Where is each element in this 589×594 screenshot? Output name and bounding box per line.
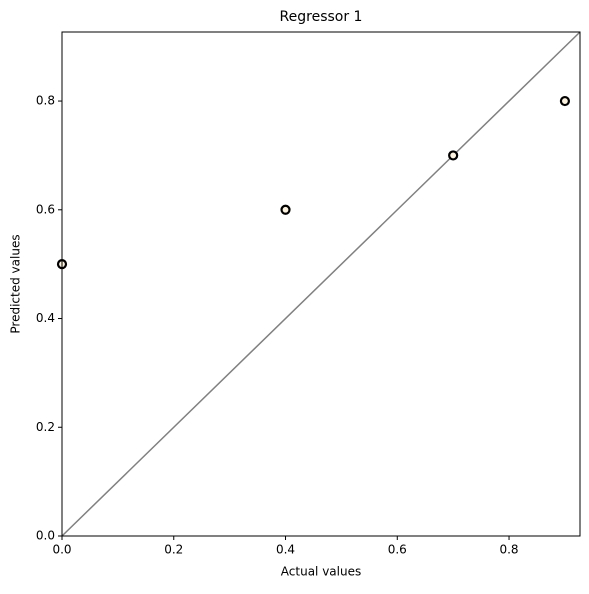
x-tick-label: 0.8 xyxy=(499,543,518,557)
y-tick-label: 0.6 xyxy=(36,202,55,216)
point xyxy=(448,150,459,161)
point xyxy=(559,95,571,107)
y-tick-label: 0.2 xyxy=(36,420,55,434)
y-tick-label: 0.4 xyxy=(36,311,55,325)
x-tick-label: 0.0 xyxy=(52,543,71,557)
point xyxy=(280,204,291,215)
identity-line xyxy=(61,31,581,537)
y-tick-label: 0.0 xyxy=(36,529,55,543)
x-axis-label: Actual values xyxy=(281,565,361,579)
chart-title: Regressor 1 xyxy=(280,9,363,25)
y-tick-label: 0.8 xyxy=(36,94,55,108)
x-tick-label: 0.4 xyxy=(276,543,295,557)
y-axis-label: Predicted values xyxy=(9,234,23,333)
plot-frame xyxy=(61,31,581,537)
x-tick-label: 0.2 xyxy=(164,543,183,557)
x-tick-label: 0.6 xyxy=(388,543,407,557)
